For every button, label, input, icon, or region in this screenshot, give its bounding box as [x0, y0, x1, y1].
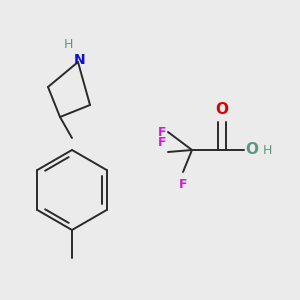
- Text: F: F: [179, 178, 187, 190]
- Text: F: F: [158, 125, 166, 139]
- Text: N: N: [74, 53, 86, 67]
- Text: F: F: [158, 136, 166, 148]
- Text: H: H: [63, 38, 73, 50]
- Text: H: H: [262, 143, 272, 157]
- Text: O: O: [245, 142, 259, 158]
- Text: O: O: [215, 101, 229, 116]
